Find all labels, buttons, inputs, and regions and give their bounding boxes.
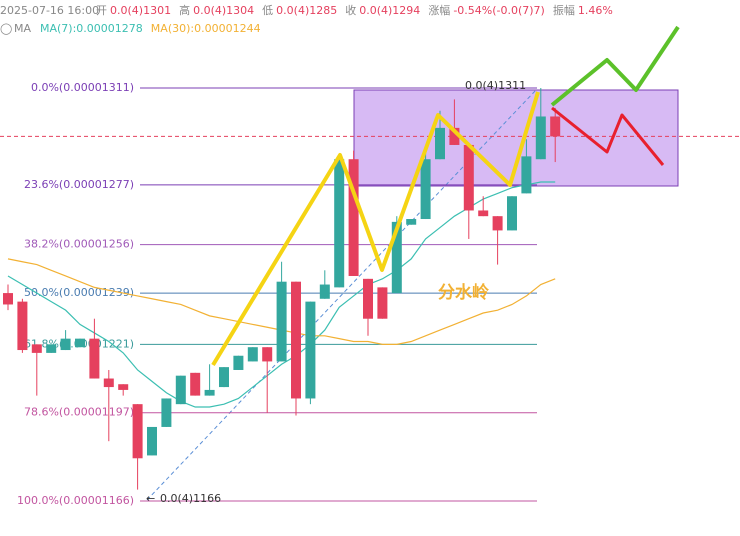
header-key: 振幅 [553,3,575,17]
candle-body [550,116,561,137]
fib-label: 100.0%(0.00001166) [17,494,134,507]
candle-body [132,404,143,459]
fib-label: 38.2%(0.00001256) [24,238,134,251]
header-key: 低 [262,4,273,17]
candle-body [89,338,100,379]
zone-label: 分水岭 [438,282,489,303]
candle-body [31,344,42,353]
candle-body [348,159,359,276]
candle-body [521,156,532,194]
candle-body [449,127,460,145]
candle-body [319,284,330,299]
legend-icon: ◯ [0,22,12,35]
header-key: 涨幅 [428,4,450,17]
legend-entry: MA(30):0.00001244 [151,22,261,35]
candle-body [247,347,258,362]
header-key: 开 [96,4,107,17]
candle-body [17,301,28,351]
candles [3,88,561,490]
candle-body [118,384,129,390]
ma-line [7,181,556,408]
fib-label: 0.0%(0.00001311) [31,81,134,94]
candle-body [406,219,417,225]
candle-body [161,398,172,427]
fib-label: 50.0%(0.00001239) [24,286,134,299]
candle-body [75,338,85,348]
zigzag-green [550,25,680,107]
fib-label: 23.6%(0.00001277) [24,178,134,191]
header-value: 0.0(4)1285 [276,4,337,17]
legend-entry: MA(7):0.00001278 [40,22,143,35]
header-value: -0.54%(-0.0(7)7) [453,4,545,17]
candle-body [3,293,13,305]
fib-label: 78.6%(0.00001197) [24,406,134,419]
candle-body [334,159,345,288]
candle-body [377,287,388,319]
candle-body [276,281,287,362]
candle-body [262,347,273,362]
candle-body [492,216,503,231]
candle-body [103,378,114,388]
candle-body [175,375,186,405]
candle-body [535,116,546,160]
candle-body [478,210,489,217]
high-label: 0.0(4)1311 [465,79,526,92]
legend-title: MA [14,22,31,35]
zigzag-red [551,106,665,166]
header-value: 0.0(4)1294 [359,4,420,17]
candle-body [391,221,402,294]
legend: ◯ MA [0,22,31,35]
low-label: 0.0(4)1166 [160,492,221,505]
header-value: 0.0(4)1304 [193,4,254,17]
candle-body [219,367,229,388]
header-key: 收 [345,3,356,17]
candle-body [507,196,517,231]
candle-body [147,426,157,456]
candle-body [463,144,474,211]
header-value: 1.46% [578,4,613,17]
candle-body [60,338,71,351]
header-time: 2025-07-16 16:00 [0,4,99,17]
candle-body [435,127,445,160]
candle-body [190,372,201,396]
candle-body [291,281,301,399]
header: 2025-07-16 16:00开 0.0(4)1301 高 0.0(4)1304 低 0… [0,3,613,17]
candle-body [305,301,316,399]
header-value: 0.0(4)1301 [110,4,171,17]
candle-body [46,344,57,353]
candle-body [420,159,431,220]
candle-body [233,355,244,370]
candle-body [363,278,373,319]
zigzag-yellow [211,91,540,367]
candle-body [204,389,215,396]
low-arrow: ← [146,492,155,505]
header-key: 高 [179,3,190,17]
